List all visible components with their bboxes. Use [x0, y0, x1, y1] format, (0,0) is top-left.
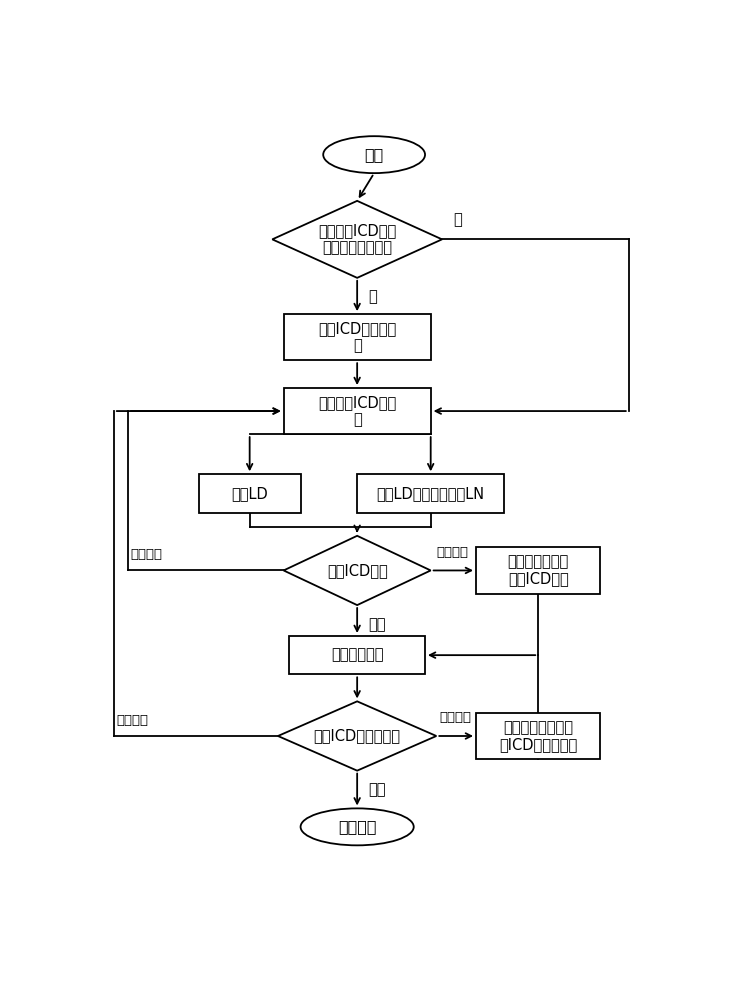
Polygon shape [272, 201, 442, 278]
Ellipse shape [323, 136, 425, 173]
Text: 开始: 开始 [364, 147, 384, 162]
Text: 校验ICD、映射文件: 校验ICD、映射文件 [314, 728, 401, 744]
Text: 成功: 成功 [369, 617, 386, 632]
Text: 一次失败: 一次失败 [131, 548, 163, 561]
Text: 是: 是 [369, 290, 377, 305]
Text: 生成ICD文件: 生成ICD文件 [327, 563, 388, 578]
Text: 成功: 成功 [369, 782, 386, 797]
Text: 一次失败: 一次失败 [117, 714, 149, 727]
Text: 二次失败: 二次失败 [437, 546, 469, 559]
Bar [476, 547, 601, 594]
Text: 使用程序提供的
默认ICD文件: 使用程序提供的 默认ICD文件 [507, 554, 569, 587]
Bar [476, 713, 601, 759]
Polygon shape [283, 536, 431, 605]
Text: 二次失败: 二次失败 [439, 711, 471, 724]
Text: 提供默认ICD文件
配置是否发生变化: 提供默认ICD文件 配置是否发生变化 [318, 223, 396, 256]
Text: 启动程序: 启动程序 [338, 819, 377, 834]
Bar [289, 636, 425, 674]
Ellipse shape [301, 808, 414, 845]
Text: 确定LD: 确定LD [231, 486, 268, 501]
Bar [283, 388, 431, 434]
Bar [199, 474, 301, 513]
Text: 使用程序提供的默
认ICD、映射文件: 使用程序提供的默 认ICD、映射文件 [499, 720, 577, 752]
Text: 生成映射文件: 生成映射文件 [331, 648, 383, 663]
Bar [283, 314, 431, 360]
Text: 开始生成ICD等文
件: 开始生成ICD等文 件 [318, 395, 396, 427]
Text: 备份ICD、映射文
件: 备份ICD、映射文 件 [318, 321, 396, 353]
Text: 确定LD带的逻辑节点LN: 确定LD带的逻辑节点LN [377, 486, 485, 501]
Bar [357, 474, 504, 513]
Polygon shape [278, 701, 437, 771]
Text: 否: 否 [453, 213, 462, 228]
